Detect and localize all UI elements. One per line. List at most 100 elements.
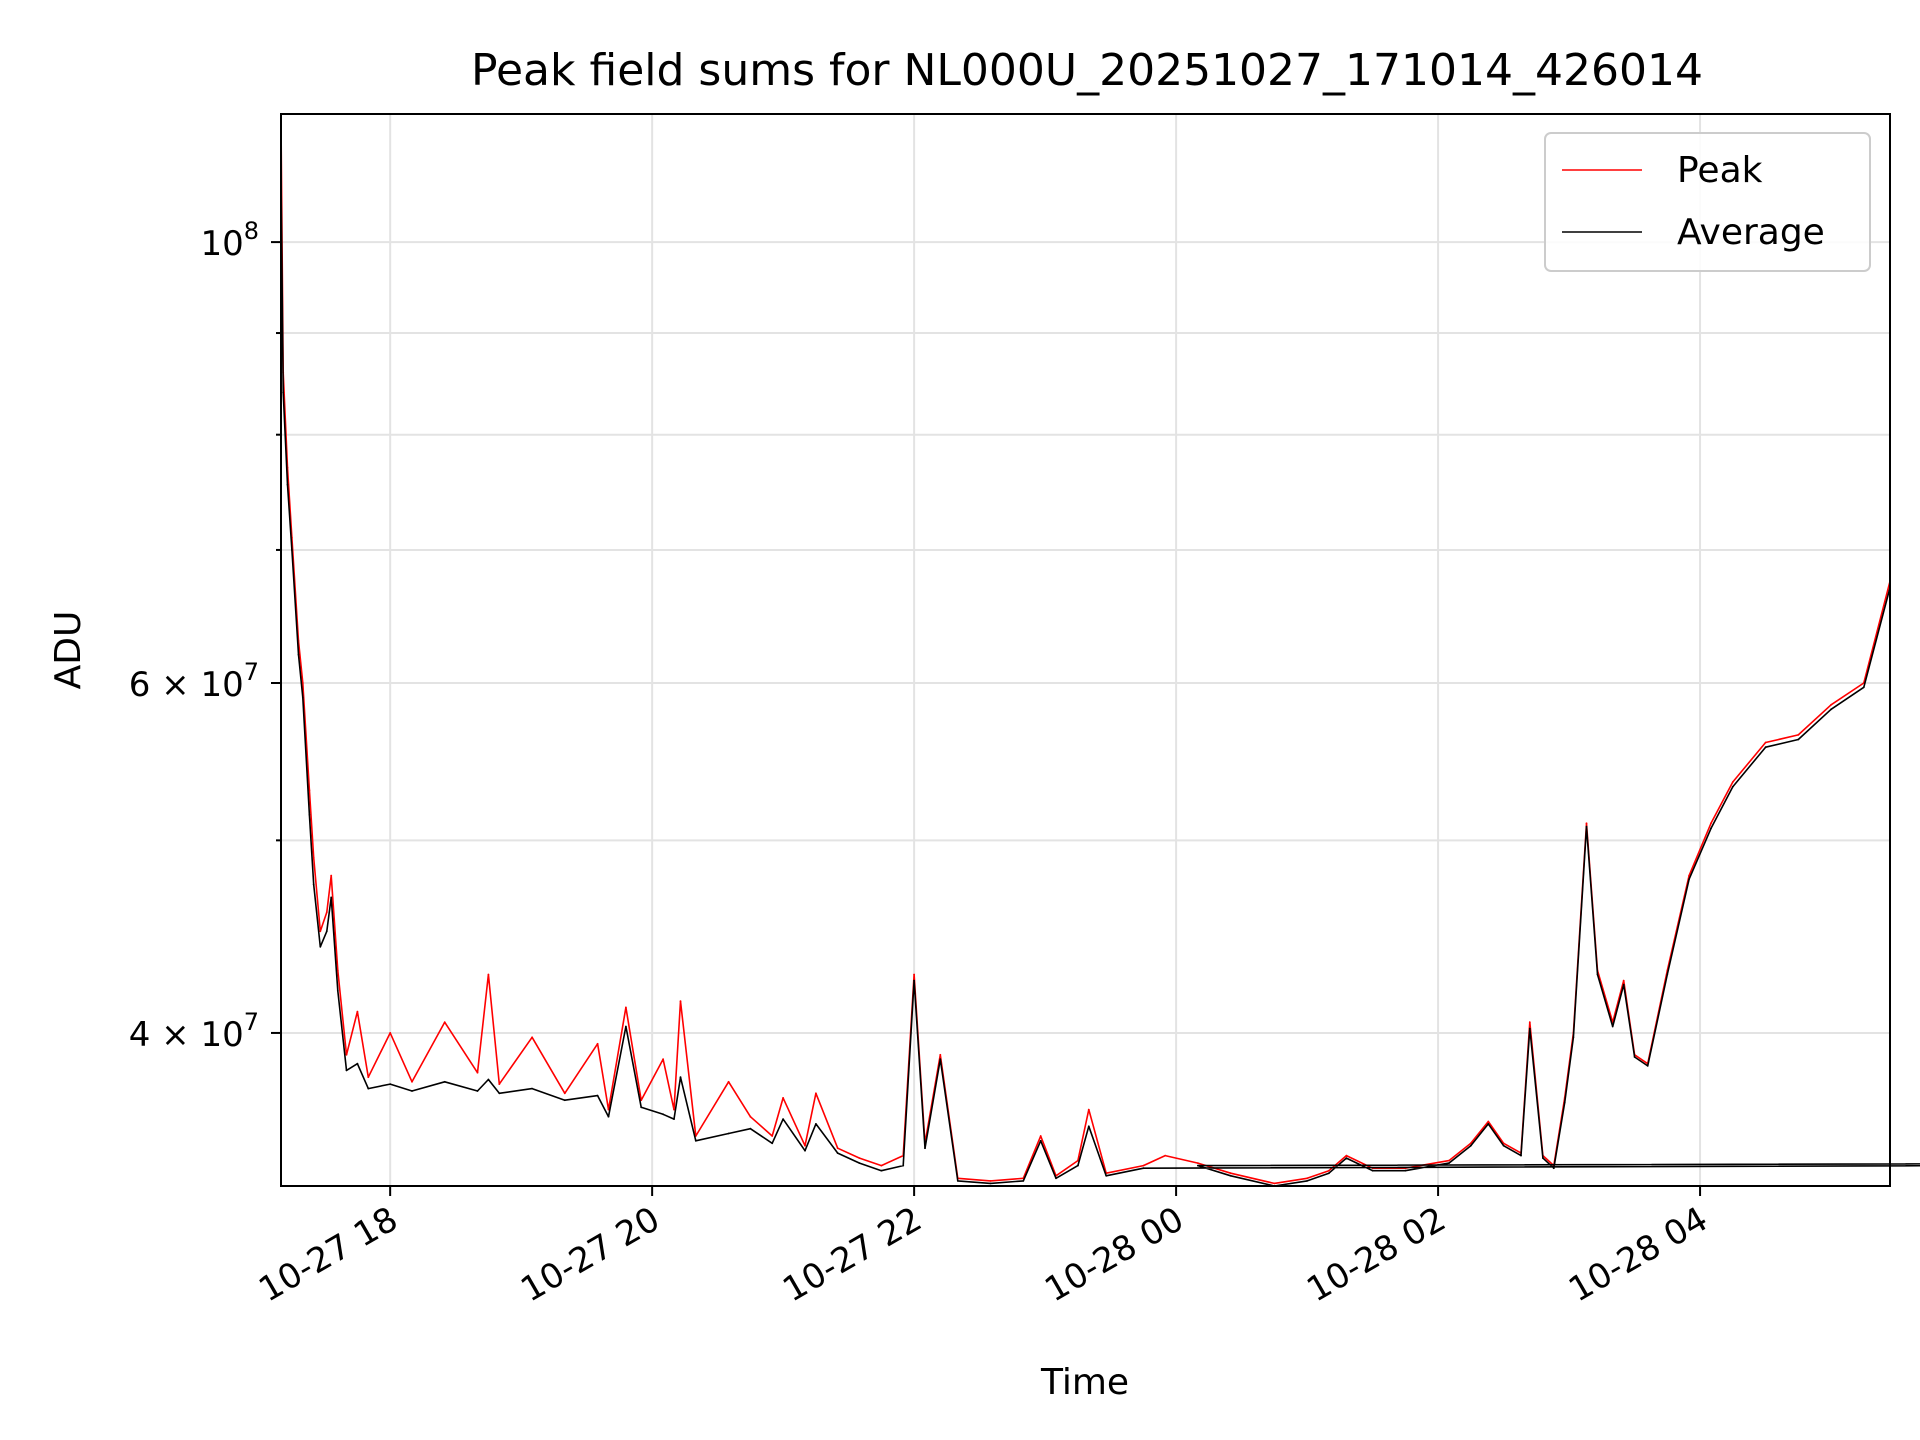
y-tick-base: 10 (200, 224, 243, 264)
data-point-average (325, 930, 328, 933)
data-point-peak (727, 1080, 730, 1083)
data-point-average (1087, 1125, 1090, 1128)
data-point-average (640, 1106, 643, 1109)
data-point-average (1077, 1164, 1079, 1167)
data-point-peak (325, 911, 328, 914)
y-tick-exponent: 7 (244, 658, 259, 686)
data-point-average (858, 1162, 861, 1164)
data-point-average (1371, 1169, 1374, 1172)
data-point-peak (1528, 1021, 1531, 1024)
data-point-average (1404, 1169, 1407, 1172)
legend: Peak Average (1544, 132, 1871, 272)
y-tick-label: 108 (200, 217, 259, 264)
data-point-average (989, 1182, 992, 1185)
data-point-peak (1469, 1142, 1472, 1145)
data-point-peak (389, 1032, 392, 1034)
data-point-average (291, 549, 293, 551)
y-tick-label: 6 × 107 (129, 658, 259, 705)
data-point-peak (336, 969, 339, 972)
legend-label-peak: Peak (1677, 150, 1763, 191)
data-point-average (336, 989, 339, 992)
data-point-average (727, 1132, 730, 1135)
data-point-average (673, 1118, 675, 1120)
data-point-peak (1142, 1164, 1145, 1167)
data-point-peak (1764, 741, 1767, 744)
data-point-average (1633, 1056, 1636, 1058)
data-point-average (1646, 1065, 1649, 1067)
data-point-peak (771, 1135, 774, 1137)
data-point-average (301, 696, 304, 699)
data-point-average (771, 1142, 774, 1145)
data-point-peak (319, 930, 322, 933)
data-point-average (1022, 1180, 1025, 1182)
data-point-average (487, 1078, 490, 1081)
data-point-average (1345, 1157, 1348, 1159)
data-point-peak (1487, 1120, 1490, 1123)
data-point-average (297, 653, 300, 656)
series-lines (280, 120, 1920, 1187)
data-point-average (411, 1090, 413, 1092)
data-point-peak (1688, 874, 1690, 877)
x-axis-label: Time (1040, 1362, 1129, 1403)
data-point-average (913, 979, 915, 982)
data-point-peak (498, 1083, 501, 1085)
data-point-peak (330, 874, 333, 877)
data-point-average (836, 1152, 839, 1154)
data-point-peak (679, 1000, 682, 1003)
y-tick-exponent: 8 (244, 217, 259, 245)
data-point-peak (607, 1108, 610, 1111)
data-point-peak (939, 1053, 942, 1056)
data-point-average (308, 813, 311, 816)
data-point-peak (989, 1180, 992, 1182)
data-point-average (367, 1087, 370, 1090)
data-point-peak (858, 1157, 861, 1159)
data-point-average (1611, 1025, 1614, 1028)
data-point-average (319, 945, 322, 948)
data-point-average (1731, 785, 1734, 788)
data-point-average (694, 1139, 697, 1142)
data-point-average (1520, 1154, 1522, 1157)
data-point-average (330, 896, 333, 899)
data-point-average (312, 883, 315, 886)
data-point-average (531, 1087, 533, 1090)
plot-frame (280, 113, 1891, 1187)
legend-box (1544, 132, 1871, 272)
data-point-average (1055, 1177, 1057, 1180)
y-tick-base: 4 × 10 (129, 1015, 244, 1055)
data-point-average (1306, 1180, 1308, 1182)
data-point-peak (476, 1071, 479, 1074)
data-point-average (1764, 746, 1767, 749)
data-point-average (286, 483, 289, 486)
data-point-peak (1273, 1182, 1276, 1185)
data-point-peak (1710, 822, 1712, 825)
data-point-average (1197, 1164, 1199, 1167)
data-point-peak (1731, 781, 1734, 783)
data-point-average (939, 1058, 942, 1061)
data-point-peak (1164, 1154, 1167, 1157)
data-point-peak (1448, 1159, 1450, 1162)
data-point-average (607, 1115, 610, 1118)
data-point-peak (596, 1042, 599, 1045)
y-tick-label: 4 × 107 (129, 1008, 259, 1055)
data-point-average (1666, 973, 1669, 976)
data-point-average (1710, 827, 1712, 830)
data-point-peak (345, 1053, 348, 1056)
data-point-peak (1229, 1172, 1232, 1175)
data-point-peak (1328, 1169, 1330, 1172)
data-point-peak (836, 1147, 839, 1150)
data-point-average (1572, 1036, 1575, 1039)
data-point-peak (411, 1080, 413, 1083)
data-point-average (1328, 1172, 1330, 1175)
data-point-average (1469, 1144, 1472, 1147)
data-point-peak (443, 1021, 446, 1024)
data-point-average (880, 1169, 883, 1172)
data-point-peak (1345, 1154, 1348, 1157)
data-point-average (815, 1123, 817, 1125)
data-point-peak (749, 1115, 752, 1118)
data-point-average (804, 1149, 806, 1152)
data-point-average (1487, 1123, 1490, 1125)
data-point-average (1229, 1174, 1232, 1177)
data-point-peak (1622, 979, 1625, 982)
data-point-peak (308, 789, 311, 791)
data-point-average (1502, 1144, 1505, 1147)
